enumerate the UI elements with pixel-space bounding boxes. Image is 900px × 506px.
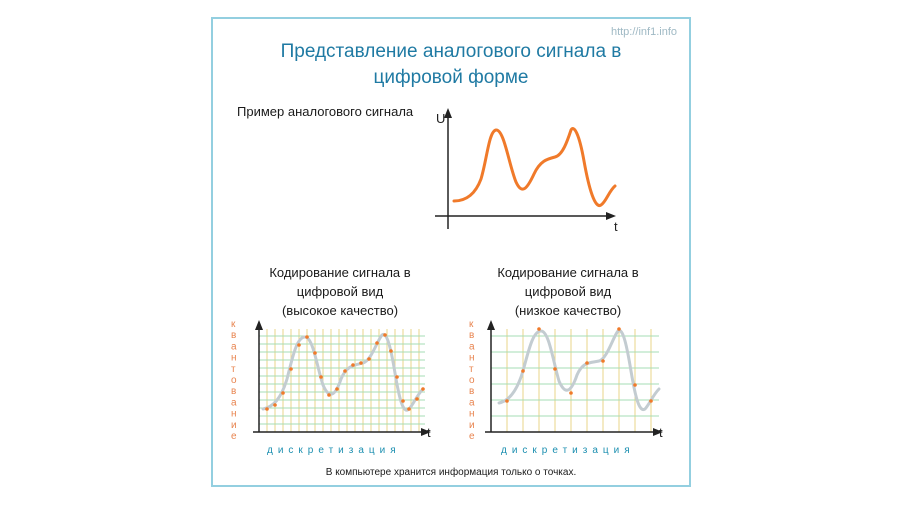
low-quality-title-line-1: Кодирование сигнала в [497,265,639,280]
quantization-letter: и [231,420,237,431]
hq-t-label: t [427,425,431,440]
hq-sample-points [265,333,425,411]
quantization-letter: а [231,341,237,352]
low-quality-title-line-3: (низкое качество) [514,303,622,318]
sample-point [395,375,399,379]
quantization-letter: н [231,353,237,364]
hq-digital-curve [261,333,425,412]
sample-point [617,327,621,331]
sample-point [553,367,557,371]
sample-point [367,357,371,361]
quantization-letter: к [469,319,474,330]
low-quality-axes [485,320,663,436]
sample-point [289,367,293,371]
sample-point [343,369,347,373]
sample-point [327,393,331,397]
lq-discretization-label: дискретизация [501,445,635,456]
lq-sample-points [505,327,653,403]
sample-point [297,343,301,347]
diagram-frame: http://inf1.info Представление аналогово… [211,17,691,487]
analog-x-arrow [606,212,616,220]
sample-point [265,407,269,411]
sample-point [505,399,509,403]
title-line-2: цифровой форме [373,67,529,88]
analog-y-arrow [444,108,452,118]
quantization-letter: т [469,364,474,375]
low-quality-grid [491,329,659,432]
quantization-letter: к [231,319,236,330]
sample-point [383,333,387,337]
quantization-letter: в [231,330,236,341]
sample-point [537,327,541,331]
high-quality-title-line-3: (высокое качество) [281,303,399,318]
sample-point [601,359,605,363]
sample-point [273,403,277,407]
sample-point [401,399,405,403]
sample-point [521,369,525,373]
quantization-letter: а [469,341,475,352]
analog-u-label: U [436,111,445,126]
sample-point [389,349,393,353]
lq-x-arrow [653,428,663,436]
quantization-letter: е [231,431,237,442]
sample-point [305,335,309,339]
sample-point [415,397,419,401]
sample-point [335,387,339,391]
quantization-letter: н [231,409,237,420]
quantization-letter: в [231,386,236,397]
quantization-letter: н [469,353,475,364]
sample-point [351,363,355,367]
sample-point [649,399,653,403]
quantization-letter: н [469,409,475,420]
lq-y-arrow [487,320,495,330]
high-quality-title-line-1: Кодирование сигнала в [269,265,411,280]
lq-t-label: t [659,425,663,440]
sample-point [407,407,411,411]
sample-point [421,387,425,391]
hq-x-arrow [421,428,431,436]
sample-point [585,361,589,365]
high-quality-title-line-2: цифровой вид [296,284,384,299]
hq-y-arrow [255,320,263,330]
hq-discretization-label: дискретизация [267,445,401,456]
high-quality-axes [253,320,431,436]
sample-point [281,391,285,395]
analog-t-label: t [614,219,618,234]
sample-point [313,351,317,355]
quantization-letter: а [469,397,475,408]
sample-point [375,341,379,345]
low-quality-title: Кодирование сигнала в цифровой вид (низк… [463,263,673,320]
quantization-letter: е [469,431,475,442]
analog-signal-curve [452,127,617,207]
analog-example-label: Пример аналогового сигнала [237,104,414,119]
sample-point [319,375,323,379]
quantization-letter: о [231,375,237,386]
title-line-1: Представление аналогового сигнала в [280,41,622,62]
footer-note: В компьютере хранится информация только … [325,467,577,478]
page-title: Представление аналогового сигнала в цифр… [213,39,689,91]
quantization-letter: а [231,397,237,408]
quantization-letter: в [469,330,474,341]
high-quality-title: Кодирование сигнала в цифровой вид (высо… [235,263,445,320]
sample-point [569,391,573,395]
sample-point [359,361,363,365]
source-url[interactable]: http://inf1.info [610,26,677,38]
quantization-letter: т [231,364,236,375]
analog-axes [435,108,616,229]
quantization-letter: в [469,386,474,397]
quantization-letter: и [469,420,475,431]
analog-signal-plot: U t [435,108,618,234]
quantization-letter: о [469,375,475,386]
sample-point [633,383,637,387]
low-quality-title-line-2: цифровой вид [524,284,612,299]
